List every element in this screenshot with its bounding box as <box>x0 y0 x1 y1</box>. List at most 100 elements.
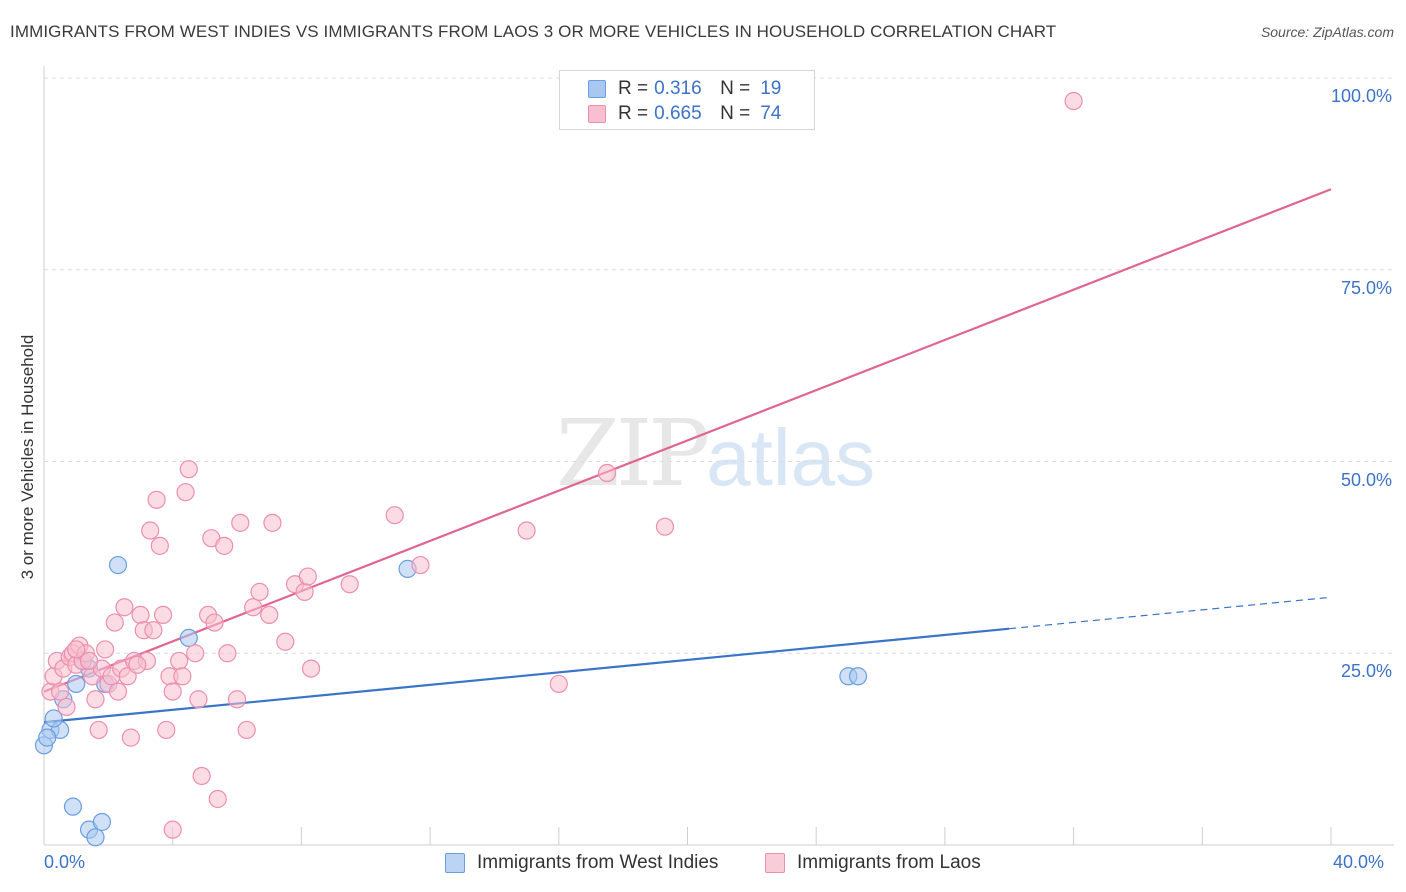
point-laos <box>128 655 147 674</box>
x-tick-min: 0.0% <box>44 852 86 872</box>
grid-lines <box>44 77 1394 654</box>
point-laos <box>263 513 282 532</box>
point-laos <box>176 483 195 502</box>
r-value: 0.665 <box>654 103 702 124</box>
y-tick-label: 100.0% <box>1330 86 1392 106</box>
point-laos <box>549 674 568 694</box>
point-west-indies <box>92 812 112 832</box>
y-axis-label: 3 or more Vehicles in Household <box>18 334 37 580</box>
point-laos <box>67 640 86 659</box>
point-laos <box>86 690 105 709</box>
point-laos <box>1064 91 1083 111</box>
point-laos <box>79 651 99 671</box>
watermark: ZIPatlas <box>556 400 875 507</box>
trend-line-west-indies <box>43 627 1010 724</box>
point-laos <box>276 632 295 651</box>
point-west-indies <box>108 555 128 575</box>
point-laos <box>298 567 317 586</box>
point-laos <box>244 598 263 617</box>
x-tick-max: 40.0% <box>1333 852 1385 872</box>
point-laos <box>385 506 404 525</box>
point-laos <box>163 820 182 839</box>
point-laos <box>340 575 359 594</box>
y-tick-label: 25.0% <box>1340 661 1392 682</box>
point-west-indies <box>179 628 198 648</box>
legend-series: Immigrants from West Indies Immigrants f… <box>0 852 1406 878</box>
point-laos <box>295 582 314 601</box>
point-laos <box>189 690 208 709</box>
point-laos <box>208 789 227 809</box>
point-laos <box>157 720 176 740</box>
point-laos <box>179 460 198 479</box>
trend-line-west-indies-extension <box>1009 596 1332 630</box>
point-laos <box>227 690 247 709</box>
legend-row-laos: R = 0.665 N = 74 <box>588 102 781 126</box>
point-west-indies <box>38 728 57 747</box>
point-laos <box>250 582 269 601</box>
point-laos <box>108 682 128 701</box>
point-laos <box>131 605 150 625</box>
legend-item-west-indies[interactable]: Immigrants from West Indies <box>445 852 718 874</box>
point-laos <box>597 463 617 483</box>
r-label: R = <box>618 78 649 99</box>
laos-swatch <box>765 853 785 873</box>
point-laos <box>153 605 173 625</box>
point-laos <box>115 598 134 617</box>
point-laos <box>192 766 211 786</box>
r-label: R = <box>618 103 649 124</box>
trend-line-laos <box>43 188 1332 693</box>
point-laos <box>655 517 675 536</box>
axes <box>43 66 1394 846</box>
n-value: 74 <box>760 103 782 124</box>
point-laos <box>517 521 536 540</box>
point-laos <box>57 697 76 717</box>
point-west-indies <box>44 709 63 728</box>
n-label: N = <box>720 78 751 99</box>
data-points <box>34 91 1083 847</box>
point-laos <box>96 640 115 659</box>
point-laos <box>231 513 250 532</box>
point-laos <box>50 682 70 701</box>
n-value: 19 <box>760 78 782 99</box>
legend-item-laos[interactable]: Immigrants from Laos <box>765 852 981 874</box>
watermark-zip: ZIP <box>556 400 710 507</box>
point-laos <box>144 621 163 640</box>
west-indies-swatch <box>445 853 465 873</box>
point-laos <box>186 644 205 663</box>
legend-stats: R = 0.316 N = 19 R = 0.665 N = 74 <box>559 70 815 130</box>
source-label: Source: ZipAtlas.com <box>1260 24 1394 40</box>
watermark-atlas: atlas <box>706 413 876 502</box>
point-laos <box>170 651 189 671</box>
point-laos <box>121 728 140 747</box>
point-laos <box>150 536 169 555</box>
point-laos <box>89 720 108 740</box>
point-west-indies <box>63 797 83 816</box>
r-value: 0.316 <box>654 78 702 99</box>
west-indies-swatch <box>588 80 606 98</box>
n-label: N = <box>720 103 751 124</box>
trend-lines <box>43 188 1332 724</box>
point-laos <box>105 613 124 632</box>
point-laos <box>141 521 160 540</box>
point-west-indies <box>67 674 86 694</box>
point-laos <box>411 555 430 575</box>
point-laos <box>205 613 224 632</box>
legend-row-west-indies: R = 0.316 N = 19 <box>588 77 781 101</box>
point-laos <box>237 720 256 740</box>
y-tick-label: 50.0% <box>1340 469 1392 490</box>
point-west-indies <box>848 667 868 686</box>
chart-title: IMMIGRANTS FROM WEST INDIES VS IMMIGRANT… <box>10 22 1057 41</box>
point-west-indies <box>86 828 105 847</box>
legend-label: Immigrants from West Indies <box>477 852 719 873</box>
point-laos <box>173 667 192 686</box>
legend-label: Immigrants from Laos <box>797 852 981 873</box>
point-laos <box>301 659 321 678</box>
laos-swatch <box>588 105 606 123</box>
point-laos <box>260 605 279 625</box>
point-laos <box>163 682 182 701</box>
y-tick-label: 75.0% <box>1340 277 1392 298</box>
point-laos <box>147 490 166 509</box>
point-laos <box>215 536 234 555</box>
point-laos <box>218 644 237 663</box>
